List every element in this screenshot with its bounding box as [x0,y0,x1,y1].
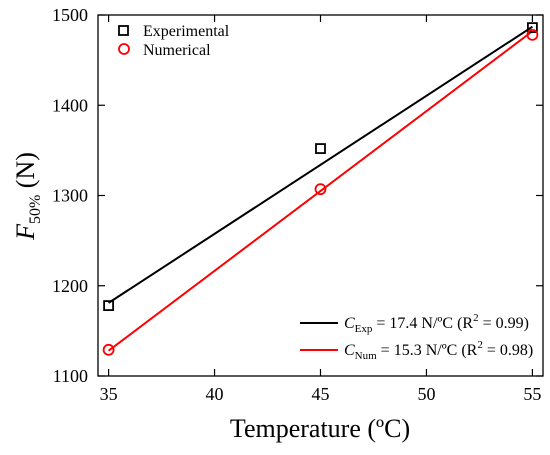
x-tick-label-40: 40 [206,384,224,404]
legend-num-sub: Num [355,350,377,362]
fit-line-experimental [108,25,533,304]
y-axis-title-sub: 50% [27,195,44,224]
y-tick-label-1100: 1100 [53,366,88,386]
fit-line-numerical [107,30,534,352]
legend-num-text2: = 0.98) [483,342,533,359]
point-numerical-0 [102,343,115,356]
legend-label-exp: CExp = 17.4 N/ºC (R2 = 0.99) [344,312,529,335]
legend-exp-text: = 17.4 N/ºC (R [372,315,473,332]
y-axis-title-main: F [11,223,40,241]
fit-lines [107,25,534,352]
axis-ticks: 35 40 45 50 55 1100 1200 1300 1400 1500 [52,5,543,404]
legend-exp-sup: 2 [473,312,479,324]
legend-exp-text2: = 0.99) [479,315,529,332]
y-tick-label-1300: 1300 [52,186,88,206]
point-experimental-1 [315,143,326,154]
legend-bottom: CExp = 17.4 N/ºC (R2 = 0.99) CNum = 15.3… [300,312,533,362]
legend-exp-prefix: C [344,315,355,332]
y-tick-label-1200: 1200 [52,276,88,296]
x-tick-label-45: 45 [312,384,330,404]
x-tick-label-55: 55 [523,384,541,404]
y-axis-title-unit: (N) [11,152,40,195]
point-experimental-2 [527,22,538,34]
x-axis-title: Temperature (ºC) [230,414,410,443]
legend-num-prefix: C [344,342,355,359]
point-experimental-0 [103,300,114,312]
data-points [102,22,539,356]
legend-label-numerical: Numerical [143,42,211,59]
legend-num-text: = 15.3 N/ºC (R [377,342,478,359]
x-tick-label-50: 50 [417,384,435,404]
legend-label-num: CNum = 15.3 N/ºC (R2 = 0.98) [344,339,533,362]
legend-marker-experimental [118,25,129,36]
legend-marker-numerical [118,43,130,55]
y-tick-label-1500: 1500 [52,5,88,25]
legend-exp-sub: Exp [355,323,373,335]
x-tick-label-35: 35 [100,384,118,404]
legend-num-sup: 2 [477,339,483,351]
y-tick-label-1400: 1400 [52,95,88,115]
point-numerical-2 [526,28,539,41]
point-numerical-1 [314,183,327,196]
legend-label-experimental: Experimental [143,23,230,40]
legend-top: Experimental Numerical [118,23,230,59]
y-axis-title: F50% (N) [11,152,44,241]
